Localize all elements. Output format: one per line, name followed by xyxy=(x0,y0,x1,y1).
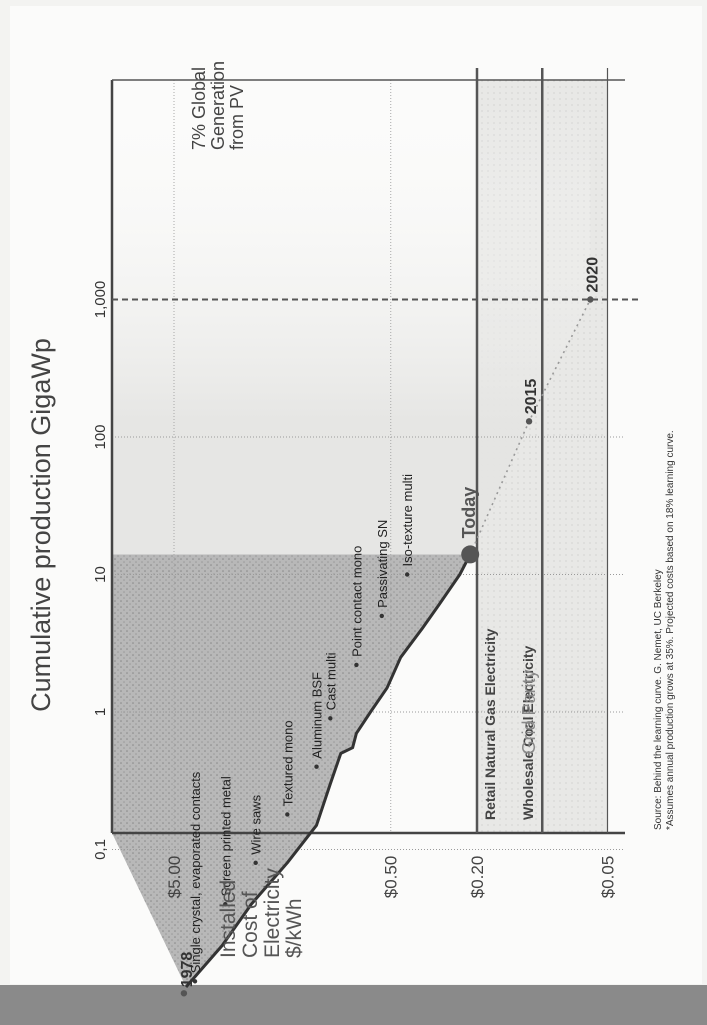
y-tick-group: $5.00 xyxy=(165,856,184,899)
annotation-label: Passivating SN xyxy=(375,520,390,608)
annotation-dot xyxy=(404,572,410,577)
y-axis-title-line: Installed xyxy=(217,880,240,958)
annotation-dot xyxy=(192,979,198,984)
grid-parity-group: Grid Parity xyxy=(519,669,539,754)
y-axis-title-line: Cost of xyxy=(239,891,262,958)
x-tick-group: 10 xyxy=(92,566,109,583)
wholesale-coal-label: Wholesale Coal Electricity xyxy=(520,646,536,820)
x-tick-label: 0,1 xyxy=(92,839,109,860)
y-tick-label: $0.05 xyxy=(599,856,618,899)
milestone-label-group: 2015 xyxy=(523,379,540,415)
annotation-group: Single crystal, evaporated contacts xyxy=(188,771,203,973)
annotation-dot xyxy=(328,716,333,721)
x-tick-label: 10 xyxy=(92,566,109,583)
milestone-dot xyxy=(525,418,533,425)
annotation-group: Iso-texture multi xyxy=(400,474,415,567)
x-tick-group: 0,1 xyxy=(92,839,109,860)
x-tick-group: 1 xyxy=(92,708,109,716)
annotation-group: Wire saws xyxy=(249,794,264,854)
milestone-dot xyxy=(461,545,480,564)
y-tick-label: $0.20 xyxy=(468,856,487,899)
retail-label-group: Retail Natural Gas Electricity xyxy=(482,628,498,820)
annotation-dot xyxy=(314,764,319,769)
annotation-group: Passivating SN xyxy=(375,520,390,608)
milestone-label-group: 1978 xyxy=(179,952,196,988)
historical-cost-line xyxy=(184,553,472,988)
generation-target-label-group: 7% Global xyxy=(189,67,209,150)
milestone-label: 2020 xyxy=(584,257,601,293)
y-axis-title-line-group: Installed xyxy=(217,880,240,958)
generation-target-label: Generation xyxy=(208,61,228,150)
milestone-label: Today xyxy=(459,487,479,539)
projected-area xyxy=(112,80,591,555)
annotation-dot xyxy=(285,812,290,817)
chart-title: Cumulative production GigaWp xyxy=(26,338,56,712)
milestone-dot xyxy=(180,990,188,997)
annotation-group: Screen printed metal xyxy=(218,776,233,896)
scan-bottom-band xyxy=(0,985,707,1025)
annotation-dot xyxy=(354,662,359,668)
milestone-label-group: Today xyxy=(459,487,479,539)
y-tick-group: $0.20 xyxy=(468,856,487,899)
milestone-label-group: 2020 xyxy=(584,257,601,293)
y-tick-label: $5.00 xyxy=(165,856,184,899)
x-tick-group: 1,000 xyxy=(92,281,109,319)
source-line-group: *Assumes annual production grows at 35%.… xyxy=(665,430,676,830)
y-tick-label: $0.50 xyxy=(382,856,401,899)
annotation-label: Iso-texture multi xyxy=(400,474,415,567)
generation-target-label: 7% Global xyxy=(189,67,209,150)
annotation-dot xyxy=(253,860,258,866)
milestone-dot xyxy=(587,296,594,303)
y-axis-title-line: Electricity xyxy=(261,868,284,958)
source-line: *Assumes annual production grows at 35%.… xyxy=(665,430,676,830)
generation-target-label-group: Generation xyxy=(208,61,228,150)
grid-parity-label: Grid Parity xyxy=(519,669,539,754)
title-group: Cumulative production GigaWp xyxy=(26,338,56,712)
annotation-dot xyxy=(379,613,384,619)
y-tick-group: $0.50 xyxy=(382,856,401,899)
y-axis-title-line-group: Cost of xyxy=(239,891,262,958)
annotation-label: Single crystal, evaporated contacts xyxy=(188,771,203,973)
milestone-label: 1978 xyxy=(179,952,196,988)
annotation-group: Textured mono xyxy=(280,720,295,806)
annotation-label: Textured mono xyxy=(280,720,295,806)
annotation-label: Cast multi xyxy=(323,652,338,710)
x-tick-label: 1,000 xyxy=(92,281,109,319)
y-axis-title-line-group: Electricity xyxy=(261,868,284,958)
generation-target-label-group: from PV xyxy=(227,85,247,150)
y-axis-title-line: $/kWh xyxy=(283,898,306,958)
historical-area xyxy=(112,554,471,987)
y-axis-title-line-group: $/kWh xyxy=(283,898,306,958)
source-line-group: Source: Behind the learning curve. G. Ne… xyxy=(653,569,664,830)
annotation-group: Aluminum BSF xyxy=(310,672,325,759)
annotation-label: Point contact mono xyxy=(349,546,364,657)
source-line: Source: Behind the learning curve. G. Ne… xyxy=(653,569,664,830)
annotation-label: Aluminum BSF xyxy=(310,672,325,759)
coal-label-group: Wholesale Coal Electricity xyxy=(520,646,536,820)
generation-target-label: from PV xyxy=(227,85,247,150)
x-tick-group: 100 xyxy=(92,424,109,449)
annotation-label: Screen printed metal xyxy=(218,776,233,896)
milestone-label: 2015 xyxy=(523,379,540,415)
retail-gas-label: Retail Natural Gas Electricity xyxy=(482,628,498,820)
x-tick-label: 1 xyxy=(92,708,109,716)
annotation-dot xyxy=(223,902,228,907)
y-tick-group: $0.05 xyxy=(599,856,618,899)
x-tick-label: 100 xyxy=(92,424,109,449)
annotation-group: Point contact mono xyxy=(349,546,364,657)
annotation-group: Cast multi xyxy=(323,652,338,710)
annotation-label: Wire saws xyxy=(249,794,264,854)
